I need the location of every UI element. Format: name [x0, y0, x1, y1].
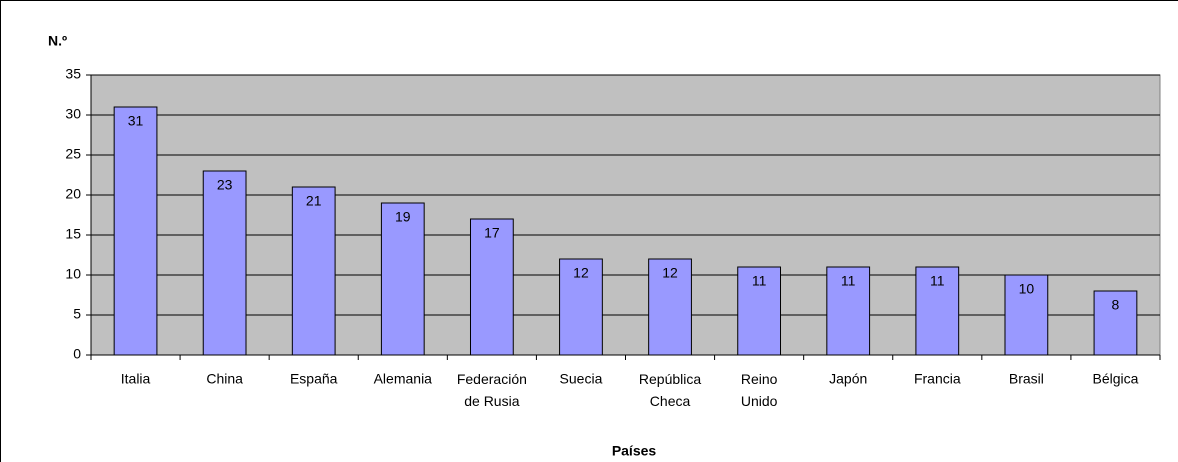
- data-label: 12: [662, 265, 678, 281]
- data-label: 17: [484, 225, 500, 241]
- y-tick-label: 35: [65, 66, 81, 82]
- data-label: 31: [128, 113, 144, 129]
- x-tick-label: Alemania: [374, 371, 433, 387]
- bar: [113, 106, 158, 356]
- x-tick-label: Francia: [914, 371, 961, 387]
- x-tick-label: Japón: [829, 371, 867, 387]
- bar: [915, 266, 960, 356]
- x-tick-label: China: [206, 371, 243, 387]
- y-tick-label: 20: [65, 186, 81, 202]
- bar: [1093, 290, 1138, 356]
- bar: [648, 258, 692, 356]
- x-tick-label: Italia: [121, 371, 151, 387]
- bar: [826, 266, 871, 356]
- bar: [737, 266, 782, 356]
- data-label: 11: [930, 273, 945, 289]
- data-label: 21: [306, 193, 322, 209]
- x-tick-label: Reino Unido: [741, 371, 778, 409]
- y-axis-title: N.º: [48, 33, 67, 49]
- x-tick-label: España: [290, 371, 338, 387]
- plot-area: [90, 74, 1161, 356]
- bar: [559, 258, 603, 356]
- y-tick-label: 15: [65, 226, 81, 242]
- data-label: 23: [217, 177, 233, 193]
- y-tick-label: 0: [73, 346, 81, 362]
- y-tick-label: 30: [65, 106, 81, 122]
- data-label: 19: [395, 209, 411, 225]
- data-label: 8: [1112, 297, 1120, 313]
- x-tick-label: Bélgica: [1092, 371, 1138, 387]
- y-tick-label: 25: [65, 146, 81, 162]
- x-tick-label: Suecia: [560, 371, 603, 387]
- data-label: 11: [752, 273, 767, 289]
- data-label: 11: [841, 273, 856, 289]
- x-tick-label: Brasil: [1009, 371, 1044, 387]
- data-label: 10: [1019, 281, 1035, 297]
- bar: [380, 202, 425, 356]
- y-tick-label: 5: [73, 306, 81, 322]
- x-tick-label: República Checa: [639, 371, 701, 409]
- bar: [291, 186, 336, 356]
- x-tick-label: Federación de Rusia: [457, 371, 527, 409]
- bar: [469, 218, 514, 356]
- y-tick-label: 10: [65, 266, 81, 282]
- bar: [202, 170, 247, 356]
- bar: [1004, 274, 1049, 356]
- data-label: 12: [573, 265, 589, 281]
- x-axis-title: Países: [612, 443, 657, 459]
